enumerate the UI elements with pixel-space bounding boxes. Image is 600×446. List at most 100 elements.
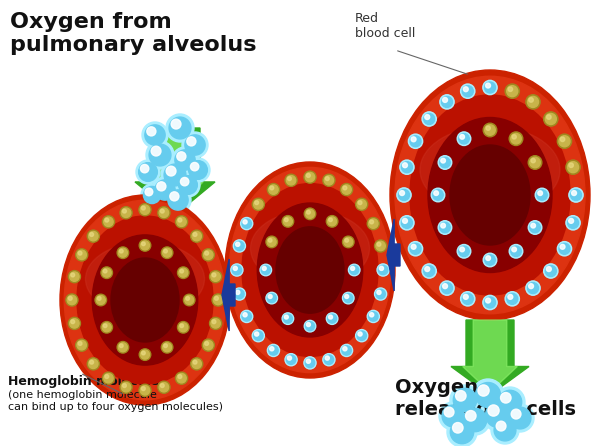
Circle shape [209, 317, 221, 330]
Circle shape [566, 216, 580, 230]
Circle shape [483, 123, 497, 137]
Ellipse shape [428, 117, 552, 273]
Circle shape [184, 294, 195, 306]
Circle shape [356, 330, 368, 342]
Ellipse shape [251, 211, 370, 286]
Circle shape [450, 385, 480, 415]
Circle shape [530, 157, 540, 168]
Circle shape [211, 319, 220, 328]
Circle shape [102, 268, 111, 277]
Circle shape [166, 166, 176, 176]
Circle shape [140, 205, 149, 215]
Circle shape [425, 267, 430, 272]
Circle shape [215, 297, 218, 300]
Circle shape [400, 190, 404, 195]
Circle shape [452, 422, 463, 433]
Circle shape [377, 242, 381, 246]
Circle shape [205, 251, 209, 255]
Circle shape [411, 244, 416, 249]
Circle shape [530, 222, 540, 233]
Circle shape [304, 171, 316, 183]
Circle shape [180, 324, 184, 327]
Circle shape [140, 350, 149, 359]
Circle shape [190, 162, 199, 171]
Circle shape [439, 402, 467, 430]
Circle shape [463, 408, 487, 432]
Circle shape [511, 409, 521, 419]
Circle shape [500, 392, 511, 403]
Circle shape [146, 141, 174, 169]
Circle shape [370, 220, 374, 224]
Circle shape [368, 219, 378, 228]
Circle shape [357, 331, 367, 340]
Circle shape [214, 295, 223, 305]
Circle shape [89, 359, 98, 368]
Circle shape [505, 84, 520, 98]
Circle shape [403, 219, 407, 223]
Circle shape [557, 242, 572, 256]
Circle shape [499, 390, 522, 414]
Circle shape [118, 248, 127, 257]
Circle shape [559, 136, 570, 147]
Circle shape [172, 147, 198, 173]
Circle shape [557, 134, 572, 149]
Circle shape [377, 264, 389, 276]
Circle shape [463, 87, 468, 92]
Ellipse shape [225, 162, 395, 378]
Circle shape [485, 83, 491, 88]
Circle shape [180, 269, 184, 273]
Circle shape [175, 216, 188, 228]
Circle shape [509, 244, 523, 258]
Circle shape [178, 218, 182, 222]
Circle shape [463, 294, 468, 299]
Circle shape [482, 399, 514, 431]
Circle shape [377, 290, 381, 294]
Circle shape [544, 112, 558, 126]
Circle shape [142, 387, 145, 391]
Circle shape [269, 185, 278, 194]
Circle shape [478, 385, 489, 396]
Circle shape [185, 135, 205, 155]
Circle shape [357, 200, 367, 209]
Circle shape [87, 230, 100, 242]
Polygon shape [222, 259, 235, 331]
Circle shape [178, 375, 182, 379]
Text: Oxygen
released to cells: Oxygen released to cells [395, 378, 576, 419]
Circle shape [397, 188, 411, 202]
Circle shape [161, 247, 173, 259]
Circle shape [268, 239, 272, 242]
Circle shape [202, 249, 214, 261]
Circle shape [188, 161, 208, 179]
Circle shape [325, 177, 329, 181]
Circle shape [119, 249, 123, 253]
Circle shape [569, 188, 583, 202]
Circle shape [460, 135, 464, 139]
Circle shape [422, 112, 436, 126]
Circle shape [307, 173, 310, 178]
Circle shape [343, 186, 347, 190]
Circle shape [486, 126, 490, 130]
Circle shape [325, 356, 329, 360]
Ellipse shape [276, 227, 344, 313]
Circle shape [460, 405, 490, 435]
Circle shape [76, 339, 88, 351]
Circle shape [466, 411, 476, 421]
Circle shape [254, 200, 263, 209]
Circle shape [376, 241, 385, 251]
Circle shape [526, 281, 540, 295]
Circle shape [266, 292, 277, 304]
Circle shape [441, 223, 445, 228]
Circle shape [158, 206, 170, 219]
Circle shape [233, 240, 245, 252]
Circle shape [410, 243, 421, 254]
Circle shape [177, 373, 186, 383]
Circle shape [97, 296, 105, 305]
Circle shape [158, 381, 170, 393]
Circle shape [440, 281, 454, 295]
Circle shape [401, 161, 412, 173]
Circle shape [568, 217, 578, 228]
Circle shape [103, 216, 115, 228]
Circle shape [495, 387, 525, 417]
Circle shape [233, 288, 245, 300]
Circle shape [305, 173, 314, 182]
